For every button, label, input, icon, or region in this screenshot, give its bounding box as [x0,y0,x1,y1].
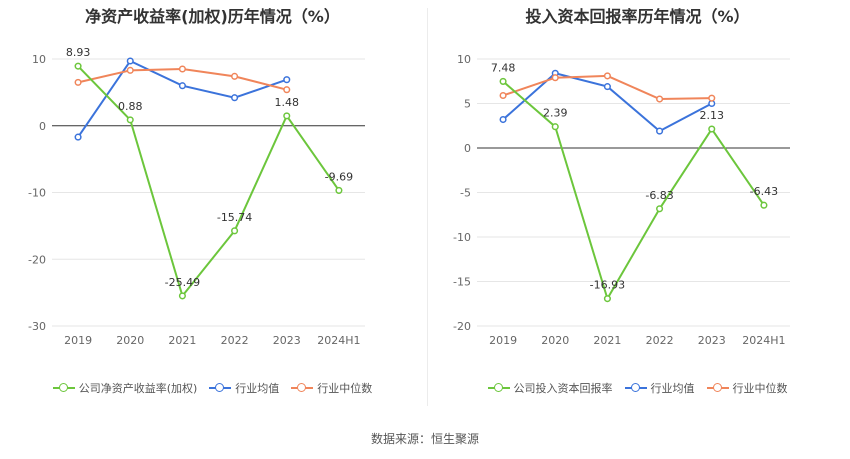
legend-label: 公司净资产收益率(加权) [78,382,198,395]
x-tick-label: 2020 [541,334,569,347]
data-point [231,72,239,80]
data-label: -6.43 [750,185,778,198]
chart-title: 投入资本回报率历年情况（%） [525,7,750,26]
data-point [126,57,134,65]
x-tick-label: 2021 [168,334,196,347]
y-tick-label: -10 [28,187,46,200]
data-point [499,91,507,100]
x-tick-label: 2019 [489,334,517,347]
y-tick-label: -30 [28,320,46,333]
data-label: 8.93 [66,46,91,59]
data-point [231,94,239,102]
chart-legend: 公司投入资本回报率 行业均值 行业中位数 [425,380,850,396]
x-tick-label: 2020 [116,334,144,347]
data-label: 2.13 [700,109,725,122]
data-point [283,112,291,120]
x-tick-label: 2024H1 [317,334,360,347]
x-tick-label: 2022 [221,334,249,347]
legend-item-industry-avg[interactable]: 行业均值 [209,380,279,396]
data-point [603,295,611,303]
y-tick-label: 5 [464,98,471,111]
x-tick-label: 2019 [64,334,92,347]
data-point [335,186,343,194]
data-point [283,76,291,84]
data-point [603,72,611,80]
data-point [656,95,664,103]
legend-marker-icon [52,383,75,393]
legend-marker-icon [487,383,510,393]
data-point [178,65,186,73]
data-point [656,205,664,213]
y-tick-label: 10 [457,53,471,66]
data-point [74,133,82,141]
legend-label: 公司投入资本回报率 [513,382,613,395]
data-point [603,83,611,91]
data-source-note: 数据来源：恒生聚源 [370,432,479,446]
data-label: -6.83 [645,189,673,202]
data-point [708,94,716,102]
x-tick-label: 2023 [698,334,726,347]
chart-title: 净资产收益率(加权)历年情况（%） [85,7,340,26]
series-line-company [502,80,765,302]
y-tick-label: 0 [39,120,46,133]
series-line-company [77,65,340,299]
y-tick-label: 10 [32,53,46,66]
data-point [126,116,134,124]
legend-label: 行业中位数 [732,382,788,395]
data-point [283,86,291,94]
legend-marker-icon [706,383,729,393]
roe-line-chart: 10 0 -10 -20 -30 2019 2020 2021 2022 2023 2024H1 8.… [28,46,365,347]
data-label: -15.74 [217,211,252,224]
data-point [708,125,716,133]
legend-item-company[interactable]: 公司净资产收益率(加权) [52,380,198,396]
legend-item-industry-avg[interactable]: 行业均值 [624,380,695,396]
data-label: -9.69 [325,170,353,183]
legend-marker-icon [624,383,647,393]
data-point [499,115,507,124]
panel-divider [427,8,428,406]
data-point [74,62,82,70]
data-point [126,66,134,74]
legend-label: 行业均值 [650,382,695,395]
data-point [499,77,507,85]
legend-label: 行业均值 [235,382,280,395]
roic-chart-panel: 投入资本回报率历年情况（%） 10 5 0 -5 -10 -15 -20 2019 2020 20… [425,0,850,410]
data-point [178,292,186,300]
data-point [74,78,82,86]
x-tick-label: 2023 [273,334,301,347]
x-tick-label: 2024H1 [742,334,785,347]
y-tick-label: -5 [460,187,471,200]
data-point [656,127,664,135]
roic-line-chart: 10 5 0 -5 -10 -15 -20 2019 2020 2021 2022 2023 2024H… [453,53,790,347]
chart-legend: 公司净资产收益率(加权) 行业均值 行业中位数 [0,380,425,396]
data-label: -16.93 [590,279,625,292]
legend-item-company[interactable]: 公司投入资本回报率 [487,380,613,396]
data-point [551,123,559,131]
data-label: 2.39 [543,107,568,120]
y-tick-label: 0 [464,142,471,155]
y-tick-label: -10 [453,231,471,244]
data-label: 7.48 [491,61,515,74]
legend-marker-icon [209,383,232,393]
x-tick-label: 2021 [593,334,621,347]
data-point [178,82,186,90]
series-line-industry-avg [502,72,713,133]
y-tick-label: -15 [453,276,471,289]
x-tick-label: 2022 [646,334,674,347]
legend-item-industry-median[interactable]: 行业中位数 [706,380,788,396]
data-point [760,201,768,209]
y-tick-label: -20 [453,320,471,333]
data-point [551,74,559,82]
legend-label: 行业中位数 [317,382,373,395]
data-label: -25.49 [165,276,200,289]
data-label: 1.48 [275,96,300,109]
data-point [231,227,239,235]
data-label: 0.88 [118,100,143,113]
roe-chart-panel: 净资产收益率(加权)历年情况（%） 10 0 -10 -20 -30 2019 2020 20… [0,0,425,410]
y-tick-label: -20 [28,253,46,266]
legend-marker-icon [291,383,314,393]
legend-item-industry-median[interactable]: 行业中位数 [291,380,372,396]
